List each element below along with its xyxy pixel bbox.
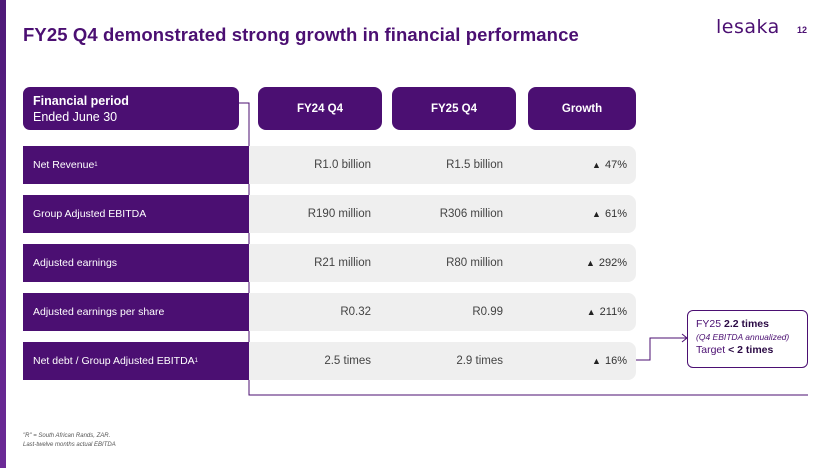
cell-fy24: R0.32	[340, 306, 371, 318]
column-header-fy24: FY24 Q4	[258, 87, 382, 130]
up-triangle-icon: ▲	[592, 356, 601, 366]
header-label-line2: Ended June 30	[33, 110, 118, 124]
cell-growth: ▲ 47%	[592, 159, 627, 171]
row-background	[249, 342, 636, 380]
row-label-adjusted-earnings: Adjusted earnings	[23, 244, 249, 282]
cell-growth: ▲ 211%	[586, 306, 627, 318]
accent-bar	[0, 0, 6, 468]
cell-fy25: R1.5 billion	[446, 159, 503, 171]
page-number: 12	[797, 25, 808, 35]
row-background	[249, 293, 636, 331]
cell-fy24: 2.5 times	[324, 355, 371, 367]
row-label-net-debt-ebitda: Net debt / Group Adjusted EBITDA 1	[23, 342, 249, 380]
cell-fy25: R306 million	[439, 208, 503, 220]
row-background	[249, 244, 636, 282]
footnote-1: "R" = South African Rands, ZAR.	[23, 433, 111, 439]
leverage-callout: FY25 2.2 times (Q4 EBITDA annualized) Ta…	[687, 310, 808, 368]
cell-fy25: 2.9 times	[456, 355, 503, 367]
cell-fy24: R190 million	[307, 208, 371, 220]
cell-growth: ▲ 61%	[592, 208, 627, 220]
up-triangle-icon: ▲	[585, 258, 595, 268]
up-triangle-icon: ▲	[592, 160, 601, 170]
callout-line2: (Q4 EBITDA annualized)	[696, 332, 790, 342]
cell-growth: ▲ 292%	[585, 257, 627, 269]
callout-line3: Target < 2 times	[696, 344, 774, 356]
cell-fy25: R0.99	[472, 306, 503, 318]
column-header-fy25: FY25 Q4	[392, 87, 516, 130]
row-background	[249, 146, 636, 184]
row-label-adjusted-eps: Adjusted earnings per share	[23, 293, 249, 331]
callout-line1: FY25 2.2 times	[696, 318, 769, 330]
footnotes: "R" = South African Rands, ZAR. Last-twe…	[23, 432, 116, 449]
cell-growth: ▲ 16%	[592, 355, 627, 367]
cell-fy24: R1.0 billion	[314, 159, 371, 171]
up-triangle-icon: ▲	[586, 307, 596, 317]
page-title: FY25 Q4 demonstrated strong growth in fi…	[23, 24, 579, 45]
column-header-growth: Growth	[528, 87, 636, 130]
company-logo: lesaka	[716, 16, 780, 38]
row-background	[249, 195, 636, 233]
cell-fy25: R80 million	[446, 257, 503, 269]
financial-period-header: Financial period Ended June 30	[23, 87, 239, 130]
header-label-line1: Financial period	[33, 94, 129, 108]
row-label-group-adjusted-ebitda: Group Adjusted EBITDA	[23, 195, 249, 233]
row-label-net-revenue: Net Revenue 1	[23, 146, 249, 184]
footnote-2: Last-twelve months actual EBITDA	[23, 441, 116, 448]
cell-fy24: R21 million	[314, 257, 371, 269]
up-triangle-icon: ▲	[592, 209, 601, 219]
